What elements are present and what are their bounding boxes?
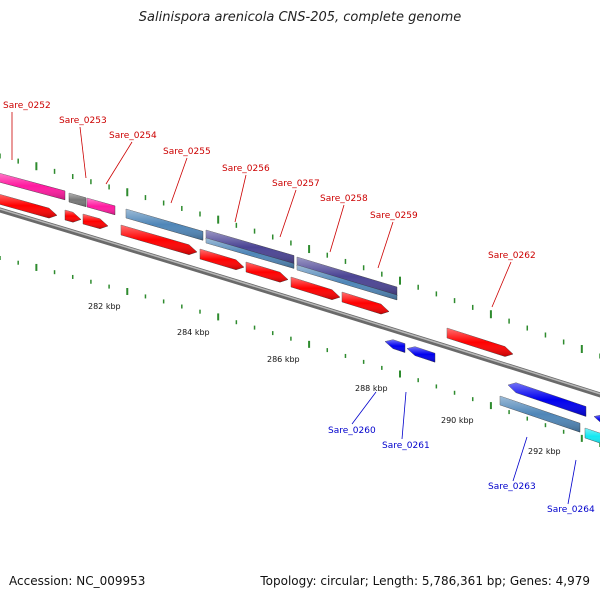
label-leader-line bbox=[234, 174, 247, 223]
gene-feature-shading bbox=[342, 292, 389, 315]
label-leader-line bbox=[351, 391, 377, 425]
label-leader-line bbox=[105, 141, 133, 185]
gene-feature-shading bbox=[385, 339, 405, 353]
tick-marks bbox=[0, 153, 600, 447]
gene-label-forward: Sare_0256 bbox=[222, 164, 270, 174]
scale-label: 292 kbp bbox=[528, 447, 561, 456]
accession-text: Accession: NC_009953 bbox=[9, 574, 146, 588]
gene-feature-shading bbox=[500, 396, 580, 433]
gene-label-reverse: Sare_0263 bbox=[488, 482, 536, 492]
backbone-highlight bbox=[0, 208, 600, 395]
gene-feature-shading bbox=[585, 428, 600, 444]
gene-label-forward: Sare_0253 bbox=[59, 116, 107, 126]
backbone-line bbox=[0, 207, 600, 398]
gene-feature-shading bbox=[508, 382, 586, 417]
gene-feature-shading bbox=[83, 214, 108, 229]
gene-feature-shading bbox=[65, 210, 81, 223]
gene-label-forward: Sare_0257 bbox=[272, 179, 320, 189]
gene-label-reverse: Sare_0261 bbox=[382, 441, 430, 451]
backbone bbox=[0, 207, 600, 398]
gene-feature-shading bbox=[121, 225, 197, 255]
label-leader-line bbox=[377, 221, 394, 269]
label-leader-line bbox=[401, 391, 407, 440]
feature-labels: 282 kbp 284 kbp 286 kbp 288 kbp 290 kbp 292 k… bbox=[3, 101, 595, 515]
gene-feature-shading bbox=[297, 257, 397, 296]
genome-summary-text: Topology: circular; Length: 5,786,361 bp… bbox=[260, 574, 590, 588]
gene-feature-shading bbox=[206, 230, 294, 265]
features bbox=[0, 173, 600, 444]
gene-label-reverse: Sare_0260 bbox=[328, 426, 376, 436]
gene-feature-shading bbox=[126, 209, 203, 241]
gene-feature-shading bbox=[407, 346, 435, 363]
map-title: Salinispora arenicola CNS-205, complete … bbox=[138, 10, 462, 25]
gene-label-reverse: Sare_0264 bbox=[547, 505, 595, 515]
gene-feature-shading bbox=[594, 415, 600, 422]
gene-feature-shading bbox=[0, 194, 57, 219]
scale-label: 286 kbp bbox=[267, 355, 300, 364]
gene-label-forward: Sare_0252 bbox=[3, 101, 51, 111]
label-leader-line bbox=[170, 157, 188, 204]
gene-feature-shading bbox=[291, 277, 340, 300]
label-leader-line bbox=[491, 261, 512, 308]
scale-label: 290 kbp bbox=[441, 416, 474, 425]
gene-feature-shading bbox=[447, 328, 513, 357]
gene-label-forward: Sare_0254 bbox=[109, 131, 157, 141]
gene-feature-shading bbox=[246, 262, 288, 283]
gene-label-forward: Sare_0259 bbox=[370, 211, 418, 221]
gene-feature-shading bbox=[0, 173, 65, 200]
gene-feature-shading bbox=[69, 193, 86, 207]
label-leader-line bbox=[329, 204, 345, 253]
gene-feature-shading bbox=[297, 265, 397, 300]
label-leader-line bbox=[567, 459, 577, 505]
gene-label-forward: Sare_0255 bbox=[163, 147, 211, 157]
gene-feature-shading bbox=[200, 249, 244, 270]
scale-label: 282 kbp bbox=[88, 302, 121, 311]
gene-label-forward: Sare_0258 bbox=[320, 194, 368, 204]
scale-label: 284 kbp bbox=[177, 328, 210, 337]
label-leader-line bbox=[512, 436, 528, 482]
gene-feature-shading bbox=[206, 238, 294, 269]
label-leader-line bbox=[279, 189, 297, 238]
gene-feature-shading bbox=[87, 198, 115, 215]
label-leader-line bbox=[79, 126, 87, 179]
gene-label-forward: Sare_0262 bbox=[488, 251, 536, 261]
scale-label: 288 kbp bbox=[355, 384, 388, 393]
